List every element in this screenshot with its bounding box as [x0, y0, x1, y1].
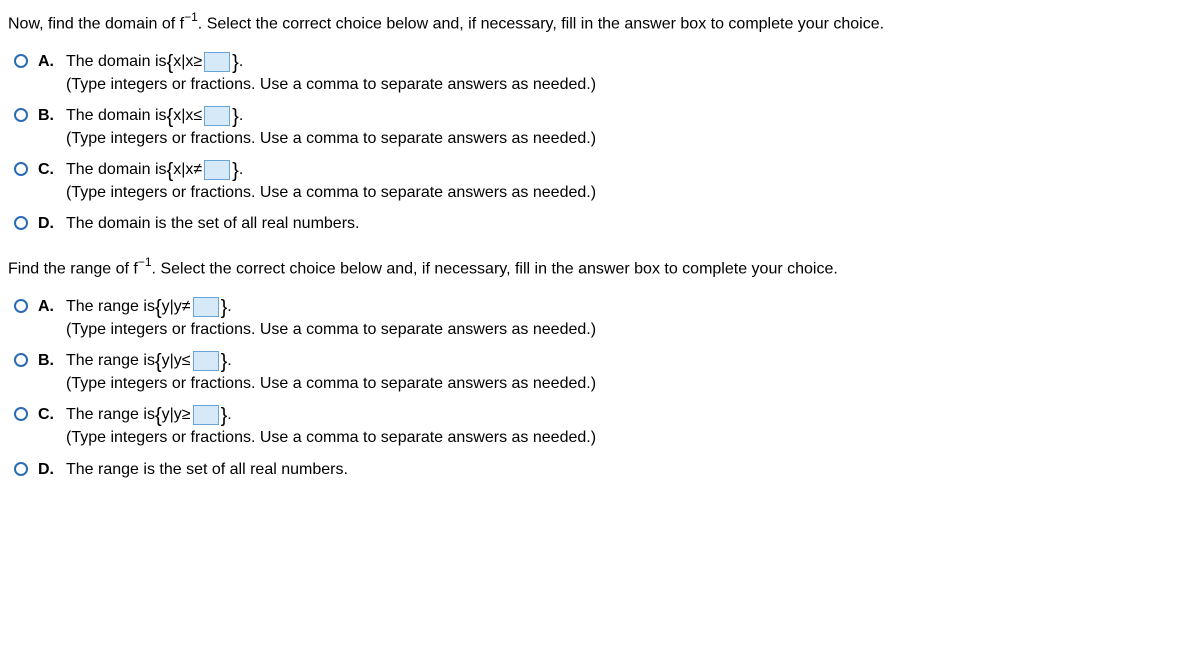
open-brace-icon: {: [155, 406, 162, 426]
radio-q1-d[interactable]: [14, 216, 28, 230]
q1-choices: A. The domain is {x|x≥} . (Type integers…: [14, 51, 1192, 235]
close-brace-icon: }: [221, 406, 228, 426]
q2-b-hint: (Type integers or fractions. Use a comma…: [66, 373, 1192, 395]
open-brace-icon: {: [167, 53, 174, 73]
q1-c-answer-box[interactable]: [204, 160, 230, 180]
radio-q2-c[interactable]: [14, 407, 28, 421]
q1-b-answer-box[interactable]: [204, 106, 230, 126]
radio-q1-c[interactable]: [14, 162, 28, 176]
radio-q2-d[interactable]: [14, 462, 28, 476]
q1-c-post: .: [239, 159, 243, 181]
q2-b-pre: The range is: [66, 350, 155, 372]
q1-b-label: B.: [38, 105, 60, 127]
close-brace-icon: }: [221, 298, 228, 318]
q1-choice-b: B. The domain is {x|x≤} . (Type integers…: [14, 105, 1192, 149]
q2-a-setvar: y|y: [162, 296, 182, 318]
q1-b-post: .: [239, 105, 243, 127]
q1-a-pre: The domain is: [66, 51, 167, 73]
q2-choice-a: A. The range is {y|y≠} . (Type integers …: [14, 296, 1192, 340]
q2-choice-c: C. The range is {y|y≥} . (Type integers …: [14, 404, 1192, 448]
q2-exp: −1: [138, 255, 152, 269]
radio-q1-a[interactable]: [14, 54, 28, 68]
q2-a-pre: The range is: [66, 296, 155, 318]
q1-a-post: .: [239, 51, 243, 73]
radio-q2-a[interactable]: [14, 299, 28, 313]
q2-c-post: .: [227, 404, 231, 426]
q1-choice-a: A. The domain is {x|x≥} . (Type integers…: [14, 51, 1192, 95]
q1-c-hint: (Type integers or fractions. Use a comma…: [66, 182, 1192, 204]
q2-b-setvar: y|y: [162, 350, 182, 372]
close-brace-icon: }: [221, 352, 228, 372]
open-brace-icon: {: [155, 352, 162, 372]
q1-b-line1: The domain is {x|x≤} .: [66, 105, 1192, 127]
q1-c-line1: The domain is {x|x≠} .: [66, 159, 1192, 181]
q1-d-label: D.: [38, 213, 60, 235]
q1-a-rel: ≥: [193, 51, 202, 73]
radio-q2-b[interactable]: [14, 353, 28, 367]
close-brace-icon: }: [232, 53, 239, 73]
q2-c-pre: The range is: [66, 404, 155, 426]
q2-b-post: .: [227, 350, 231, 372]
q1-a-hint: (Type integers or fractions. Use a comma…: [66, 74, 1192, 96]
q2-choices: A. The range is {y|y≠} . (Type integers …: [14, 296, 1192, 480]
q2-prompt-after: . Select the correct choice below and, i…: [152, 260, 838, 277]
q1-a-setvar: x|x: [173, 51, 193, 73]
q2-prompt: Find the range of f−1. Select the correc…: [8, 255, 1192, 280]
q1-choice-d: D. The domain is the set of all real num…: [14, 213, 1192, 235]
q1-c-label: C.: [38, 159, 60, 181]
q1-a-answer-box[interactable]: [204, 52, 230, 72]
open-brace-icon: {: [155, 298, 162, 318]
q1-a-line1: The domain is {x|x≥} .: [66, 51, 1192, 73]
radio-q1-b[interactable]: [14, 108, 28, 122]
q2-c-hint: (Type integers or fractions. Use a comma…: [66, 427, 1192, 449]
q2-a-hint: (Type integers or fractions. Use a comma…: [66, 319, 1192, 341]
q2-a-label: A.: [38, 296, 60, 318]
q2-c-line1: The range is {y|y≥} .: [66, 404, 1192, 426]
q2-c-label: C.: [38, 404, 60, 426]
q2-choice-b: B. The range is {y|y≤} . (Type integers …: [14, 350, 1192, 394]
q2-b-answer-box[interactable]: [193, 351, 219, 371]
q2-choice-d: D. The range is the set of all real numb…: [14, 459, 1192, 481]
open-brace-icon: {: [167, 107, 174, 127]
q2-a-post: .: [227, 296, 231, 318]
q2-c-rel: ≥: [182, 404, 191, 426]
open-brace-icon: {: [167, 161, 174, 181]
q1-b-rel: ≤: [193, 105, 202, 127]
q1-choice-c: C. The domain is {x|x≠} . (Type integers…: [14, 159, 1192, 203]
q1-b-pre: The domain is: [66, 105, 167, 127]
q1-b-setvar: x|x: [173, 105, 193, 127]
q2-d-text: The range is the set of all real numbers…: [66, 459, 1192, 481]
q1-a-label: A.: [38, 51, 60, 73]
q2-a-line1: The range is {y|y≠} .: [66, 296, 1192, 318]
q2-b-rel: ≤: [182, 350, 191, 372]
q1-c-setvar: x|x: [173, 159, 193, 181]
q1-c-rel: ≠: [193, 159, 202, 181]
close-brace-icon: }: [232, 161, 239, 181]
q2-d-label: D.: [38, 459, 60, 481]
q2-b-label: B.: [38, 350, 60, 372]
q2-prompt-before: Find the range of f: [8, 260, 138, 277]
q2-a-rel: ≠: [182, 296, 191, 318]
close-brace-icon: }: [232, 107, 239, 127]
q1-prompt: Now, find the domain of f−1. Select the …: [8, 10, 1192, 35]
q1-prompt-before: Now, find the domain of f: [8, 15, 184, 32]
q1-c-pre: The domain is: [66, 159, 167, 181]
q2-c-answer-box[interactable]: [193, 405, 219, 425]
q1-prompt-after: . Select the correct choice below and, i…: [198, 15, 884, 32]
q1-b-hint: (Type integers or fractions. Use a comma…: [66, 128, 1192, 150]
q2-b-line1: The range is {y|y≤} .: [66, 350, 1192, 372]
q2-a-answer-box[interactable]: [193, 297, 219, 317]
q1-exp: −1: [184, 10, 198, 24]
q2-c-setvar: y|y: [162, 404, 182, 426]
q1-d-text: The domain is the set of all real number…: [66, 213, 1192, 235]
